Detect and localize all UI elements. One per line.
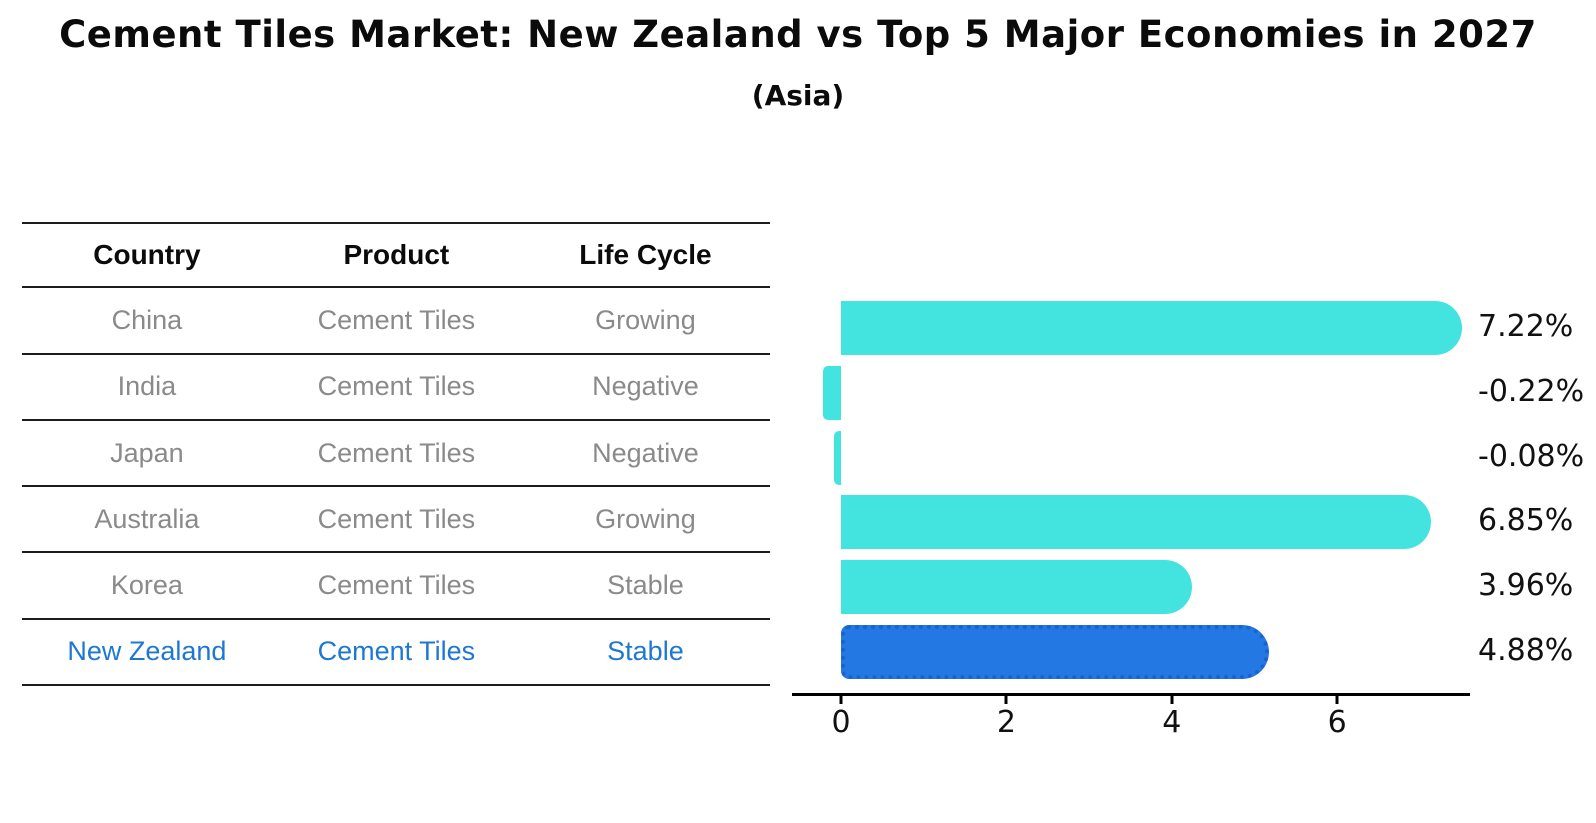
x-tick-label: 2: [996, 705, 1016, 740]
bar-new-zealand: [841, 625, 1269, 679]
table-row-new-zealand: New Zealand Cement Tiles Stable: [22, 620, 770, 687]
value-label-new-zealand: 4.88%: [1478, 633, 1574, 669]
x-tick-mark: [1335, 696, 1339, 704]
table-cell-country: India: [117, 371, 177, 402]
x-tick-mark: [839, 696, 843, 704]
table-cell-life-cycle: Stable: [607, 570, 684, 601]
table-header-row: Country Product Life Cycle: [22, 222, 770, 289]
x-tick-label: 4: [1162, 705, 1182, 740]
bar-japan: [834, 430, 841, 485]
table-cell-country: New Zealand: [67, 636, 227, 667]
table-cell-country: Korea: [110, 570, 183, 601]
bar-korea: [841, 560, 1193, 615]
table-row-korea: Korea Cement Tiles Stable: [22, 553, 770, 620]
table-cell-life-cycle: Stable: [607, 636, 684, 667]
table-header-life-cycle: Life Cycle: [579, 239, 712, 271]
table-row-china: China Cement Tiles Growing: [22, 288, 770, 355]
value-label-japan: -0.08%: [1478, 438, 1585, 474]
table-cell-country: China: [111, 304, 183, 335]
x-axis-line: [792, 693, 1470, 696]
table-cell-product: Cement Tiles: [317, 503, 476, 534]
bar-china: [841, 301, 1463, 355]
table-cell-product: Cement Tiles: [317, 437, 476, 468]
table-row-india: India Cement Tiles Negative: [22, 355, 770, 421]
x-tick-label: 6: [1327, 705, 1347, 740]
table-cell-life-cycle: Negative: [592, 437, 699, 468]
table-header-country: Country: [93, 239, 201, 271]
value-label-korea: 3.96%: [1478, 568, 1574, 604]
value-label-australia: 6.85%: [1478, 503, 1574, 539]
table-cell-product: Cement Tiles: [317, 570, 476, 601]
value-label-china: 7.22%: [1478, 309, 1574, 345]
table-cell-product: Cement Tiles: [317, 371, 476, 402]
table-header-product: Product: [343, 239, 450, 271]
table-cell-life-cycle: Growing: [595, 503, 696, 534]
table-cell-life-cycle: Negative: [592, 371, 699, 402]
value-label-india: -0.22%: [1478, 373, 1585, 409]
table-cell-product: Cement Tiles: [317, 636, 476, 667]
table-row-australia: Australia Cement Tiles Growing: [22, 487, 770, 554]
x-tick-mark: [1170, 696, 1174, 704]
table-cell-country: Australia: [94, 503, 200, 534]
x-tick-label: 0: [831, 705, 851, 740]
table-cell-product: Cement Tiles: [317, 304, 476, 335]
table-cell-life-cycle: Growing: [595, 304, 696, 335]
figure-subtitle: (Asia): [751, 79, 845, 112]
bar-india: [822, 365, 841, 420]
figure-title: Cement Tiles Market: New Zealand vs Top …: [59, 13, 1537, 56]
table-row-japan: Japan Cement Tiles Negative: [22, 421, 770, 488]
country-summary-table: Country Product Life Cycle China Cement Tile…: [22, 222, 770, 687]
table-cell-country: Japan: [110, 437, 184, 468]
x-tick-mark: [1004, 696, 1008, 704]
bar-australia: [841, 495, 1432, 550]
